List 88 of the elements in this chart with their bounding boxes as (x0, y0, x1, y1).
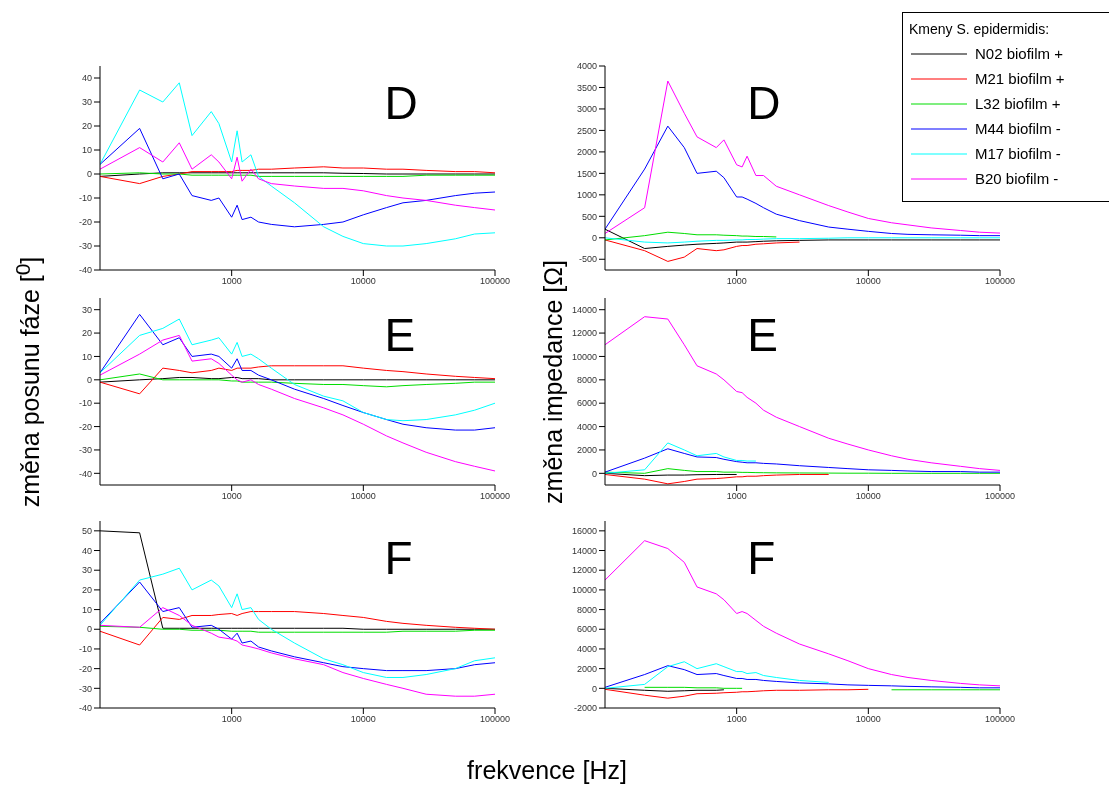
y-tick-label: 30 (81, 304, 92, 315)
y-tick-label: 20 (81, 121, 92, 132)
y-tick-label: 8000 (576, 604, 597, 615)
y-tick-label: -10 (78, 644, 92, 655)
x-tick-label: 100000 (479, 491, 511, 502)
legend-label: L32 biofilm + (975, 95, 1061, 112)
y-tick-label: 20 (81, 328, 92, 339)
chart-title: D (747, 77, 781, 129)
legend-label: M21 biofilm + (975, 70, 1065, 87)
x-tick-label: 1000 (726, 491, 747, 502)
y-tick-label: 4000 (576, 421, 597, 432)
y-tick-label: 0 (591, 683, 597, 694)
x-tick-label: 10000 (350, 491, 376, 502)
x-tick-label: 1000 (726, 714, 747, 725)
y-tick-label: 10000 (571, 585, 597, 596)
y-tick-label: 40 (81, 73, 92, 84)
x-tick-label: 100000 (984, 491, 1016, 502)
x-axis-title: frekvence [Hz] (467, 756, 627, 785)
x-tick-label: 10000 (855, 714, 881, 725)
y-tick-label: -30 (78, 445, 92, 456)
y-tick-label: 2000 (576, 445, 597, 456)
y-tick-label: -30 (78, 241, 92, 252)
y-tick-label: 40 (81, 545, 92, 556)
y-tick-label: 30 (81, 97, 92, 108)
x-tick-label: 100000 (479, 714, 511, 725)
x-tick-label: 100000 (984, 714, 1016, 725)
y-tick-label: 6000 (576, 624, 597, 635)
x-tick-label: 10000 (855, 276, 881, 287)
x-tick-label: 10000 (350, 276, 376, 287)
y-tick-label: 2000 (576, 147, 597, 158)
y-tick-label: 3000 (576, 104, 597, 115)
chart-title: F (747, 532, 776, 584)
y-tick-label: -40 (78, 468, 92, 479)
x-tick-label: 1000 (726, 276, 747, 287)
y-tick-label: 12000 (571, 328, 597, 339)
y-tick-label: 8000 (576, 375, 597, 386)
y-tick-label: 0 (86, 624, 92, 635)
y-tick-label: 0 (591, 232, 597, 243)
y-tick-label: -20 (78, 421, 92, 432)
chart-title: D (384, 77, 418, 129)
y-tick-label: 6000 (576, 398, 597, 409)
legend-label: N02 biofilm + (975, 45, 1063, 62)
x-tick-label: 100000 (479, 276, 511, 287)
y-tick-label: 2500 (576, 125, 597, 136)
y-tick-label: 30 (81, 565, 92, 576)
chart-title: E (384, 309, 416, 361)
y-tick-label: -40 (78, 703, 92, 714)
y-tick-label: 3500 (576, 82, 597, 93)
y-tick-label: 14000 (571, 545, 597, 556)
y-tick-label: -500 (578, 254, 597, 265)
legend-label: M17 biofilm - (975, 145, 1061, 162)
x-tick-label: 1000 (221, 714, 242, 725)
y-tick-label: 2000 (576, 663, 597, 674)
y-tick-label: 1500 (576, 168, 597, 179)
y-tick-label: 10 (81, 145, 92, 156)
y-tick-label: -20 (78, 663, 92, 674)
legend-label: B20 biofilm - (975, 170, 1059, 187)
y-tick-label: 20 (81, 585, 92, 596)
y-tick-label: -10 (78, 193, 92, 204)
legend-label: M44 biofilm - (975, 120, 1061, 137)
x-tick-label: 10000 (855, 491, 881, 502)
y-tick-label: 10 (81, 604, 92, 615)
y-tick-label: 4000 (576, 644, 597, 655)
y-axis-title: změna impedance [Ω] (538, 259, 568, 504)
y-tick-label: -30 (78, 683, 92, 694)
x-tick-label: 100000 (984, 276, 1016, 287)
x-tick-label: 1000 (221, 491, 242, 502)
y-tick-label: 0 (86, 375, 92, 386)
x-tick-label: 1000 (221, 276, 242, 287)
y-tick-label: 500 (581, 211, 597, 222)
y-tick-label: -40 (78, 265, 92, 276)
y-tick-label: 0 (591, 468, 597, 479)
x-tick-label: 10000 (350, 714, 376, 725)
y-tick-label: 4000 (576, 61, 597, 72)
y-tick-label: 10000 (571, 351, 597, 362)
y-tick-label: 16000 (571, 526, 597, 537)
y-tick-label: 1000 (576, 190, 597, 201)
y-tick-label: -2000 (573, 703, 597, 714)
legend-title: Kmeny S. epidermidis: (909, 21, 1051, 37)
chart-title: F (384, 532, 413, 584)
y-tick-label: 0 (86, 169, 92, 180)
chart-title: E (747, 309, 778, 361)
y-tick-label: 12000 (571, 565, 597, 576)
y-tick-label: 14000 (571, 304, 597, 315)
y-tick-label: 50 (81, 526, 92, 537)
y-tick-label: -20 (78, 217, 92, 228)
y-tick-label: -10 (78, 398, 92, 409)
y-tick-label: 10 (81, 351, 92, 362)
